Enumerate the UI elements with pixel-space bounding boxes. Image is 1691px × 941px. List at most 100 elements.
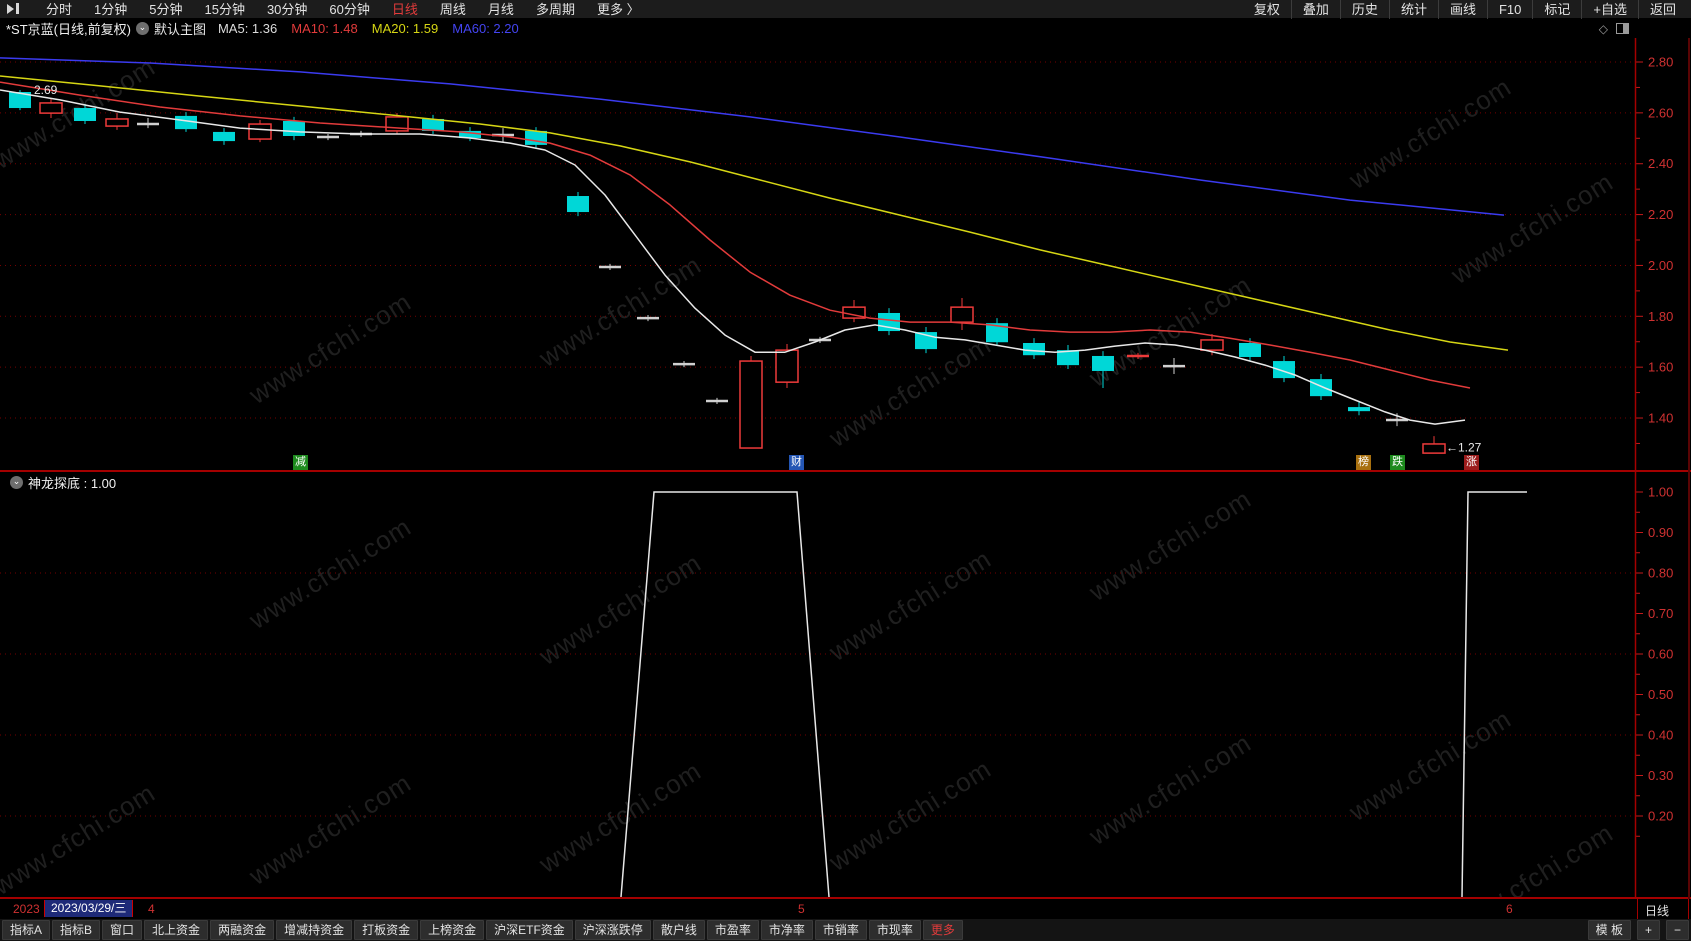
menu-button-叠加[interactable]: 叠加 [1290,0,1340,19]
menu-button-统计[interactable]: 统计 [1388,0,1438,19]
menu-item-1分钟[interactable]: 1分钟 [94,1,128,17]
candle-body-down [1348,407,1370,412]
axis-label: 0.40 [1648,728,1673,743]
candle-body-up [105,118,129,127]
stock-title: *ST京蓝(日线,前复权) [6,22,131,37]
ma-value-MA60: MA60: 2.20 [452,21,519,36]
candle-body-up [775,349,799,383]
candle-body-down [1310,379,1332,397]
candle-body-up [739,360,763,449]
event-badge-跌[interactable]: 跌 [1390,455,1405,470]
timeline-year: 2023 [13,902,40,916]
candle-body-up [39,102,63,114]
axis-label: 0.80 [1648,566,1673,581]
price-annotation: ←1.27 [1446,440,1482,454]
ma-line-MA60 [0,57,1505,216]
axis-label: 1.40 [1648,411,1673,426]
timeline-divider [1688,899,1689,919]
event-badge-榜[interactable]: 榜 [1356,455,1371,470]
menu-item-30分钟[interactable]: 30分钟 [266,1,308,17]
toolbar-button-两融资金[interactable]: 两融资金 [210,920,275,940]
candle-body-down [283,120,305,137]
toolbar-button-更多[interactable]: 更多 [922,920,963,940]
candle-body-down [213,131,235,142]
toolbar-button-市现率[interactable]: 市现率 [868,920,921,940]
toolbar-button-打板资金[interactable]: 打板资金 [354,920,419,940]
toolbar-button-上榜资金[interactable]: 上榜资金 [420,920,485,940]
toolbar-button-窗口[interactable]: 窗口 [102,920,143,940]
main-chart-template-label[interactable]: 默认主图 [153,22,206,37]
candle-body-down [459,130,481,139]
toolbar-button-−[interactable]: − [1665,920,1689,940]
indicator-line [1461,491,1527,898]
ma-line-MA10 [0,81,1471,389]
menu-item-15分钟[interactable]: 15分钟 [204,1,245,17]
event-badge-涨[interactable]: 涨 [1464,455,1479,470]
chart-info-bar: *ST京蓝(日线,前复权) ⌄ 默认主图 MA5: 1.36 MA10: 1.48… [0,19,1691,38]
toolbar-button-指标A[interactable]: 指标A [2,920,51,940]
axis-label: 2.40 [1648,156,1673,171]
infobar-right-icons: ◇ [1599,22,1629,36]
chart-region: www.cfchi.com www.cfchi.com www.cfchi.com w… [0,38,1691,899]
toolbar-button-市盈率[interactable]: 市盈率 [706,920,759,940]
toolbar-button-沪深ETF资金[interactable]: 沪深ETF资金 [486,920,573,940]
toolbar-button-模 板[interactable]: 模 板 [1587,920,1631,940]
menu-item-5分钟[interactable]: 5分钟 [149,1,183,17]
candle-body-down [175,115,197,130]
chevron-down-icon[interactable]: ⌄ [10,476,23,489]
menu-button-画线[interactable]: 画线 [1437,0,1487,19]
axis-label: 2.80 [1648,55,1673,70]
menu-button-复权[interactable]: 复权 [1253,1,1280,17]
toolbar-button-指标B[interactable]: 指标B [52,920,101,940]
candle-body-down [1057,350,1079,366]
indicator-line [620,491,830,898]
menu-item-60分钟[interactable]: 60分钟 [329,1,370,17]
menu-button-+自选[interactable]: +自选 [1581,0,1638,19]
toolbar-button-+[interactable]: + [1636,920,1660,940]
menu-item-更多 〉[interactable]: 更多 〉 [596,1,640,17]
candle-body-down [422,118,444,131]
menu-item-多周期[interactable]: 多周期 [535,1,575,17]
menu-button-历史[interactable]: 历史 [1339,0,1389,19]
candle-body-up [1422,443,1446,454]
toolbar-button-市净率[interactable]: 市净率 [760,920,813,940]
diamond-icon[interactable]: ◇ [1598,21,1608,36]
event-badge-财[interactable]: 财 [789,455,804,470]
menu-item-周线[interactable]: 周线 [439,1,466,17]
candle-body-down [1092,355,1114,371]
toolbar-button-沪深涨跌停[interactable]: 沪深涨跌停 [574,920,651,940]
ma-value-MA20: MA20: 1.59 [371,21,439,36]
toolbar-left-group: 指标A 指标B 窗口 北上资金 两融资金 增减持资金 打板资金 上榜资金 沪深ETF资金 沪深涨跌… [0,920,963,940]
ma-value-MA5: MA5: 1.36 [217,21,278,36]
toolbar-button-北上资金[interactable]: 北上资金 [144,920,209,940]
kline-chart-canvas[interactable]: 2.80 2.60 2.40 2.20 2.00 1.80 1.60 1.40 1.00 0.90… [0,38,1691,899]
menu-button-返回[interactable]: 返回 [1637,0,1687,19]
toolbar-button-散户线[interactable]: 散户线 [652,920,705,940]
event-badge-减[interactable]: 减 [293,455,308,470]
period-menu-bar: 分时 1分钟 5分钟 15分钟 30分钟 60分钟 日线 周线 月线 多周期 更多 〉 复权 叠加 历史… [0,0,1691,19]
collapse-panel-icon[interactable] [5,2,25,16]
menu-item-分时[interactable]: 分时 [46,1,73,17]
toolbar-button-增减持资金[interactable]: 增减持资金 [276,920,353,940]
chevron-down-icon[interactable]: ⌄ [135,22,149,35]
ma-line-MA5 [0,89,1466,425]
timeline-divider [1637,899,1638,919]
axis-label: 0.50 [1648,687,1673,702]
indicator-name-value: 神龙探底 : 1.00 [28,476,117,491]
axis-label: 0.70 [1648,606,1673,621]
axis-label: 2.20 [1648,207,1673,222]
candle-body-down [9,92,31,109]
split-window-icon[interactable] [1616,23,1629,34]
ma-value-MA10: MA10: 1.48 [291,21,358,36]
menu-item-日线[interactable]: 日线 [391,1,418,17]
action-menu: 复权 叠加 历史 统计 画线 F10 标记 +自选 返回 [1243,0,1687,19]
axis-label: 0.90 [1648,525,1673,540]
menu-button-F10[interactable]: F10 [1486,0,1532,19]
candle-body-up [248,123,272,140]
menu-item-月线[interactable]: 月线 [487,1,514,17]
menu-button-标记[interactable]: 标记 [1532,0,1581,19]
axis-label: 2.00 [1648,258,1673,273]
toolbar-button-市销率[interactable]: 市销率 [814,920,867,940]
timeline-row: 2023 2023/03/29/三 4 5 6 日线 [0,899,1691,919]
